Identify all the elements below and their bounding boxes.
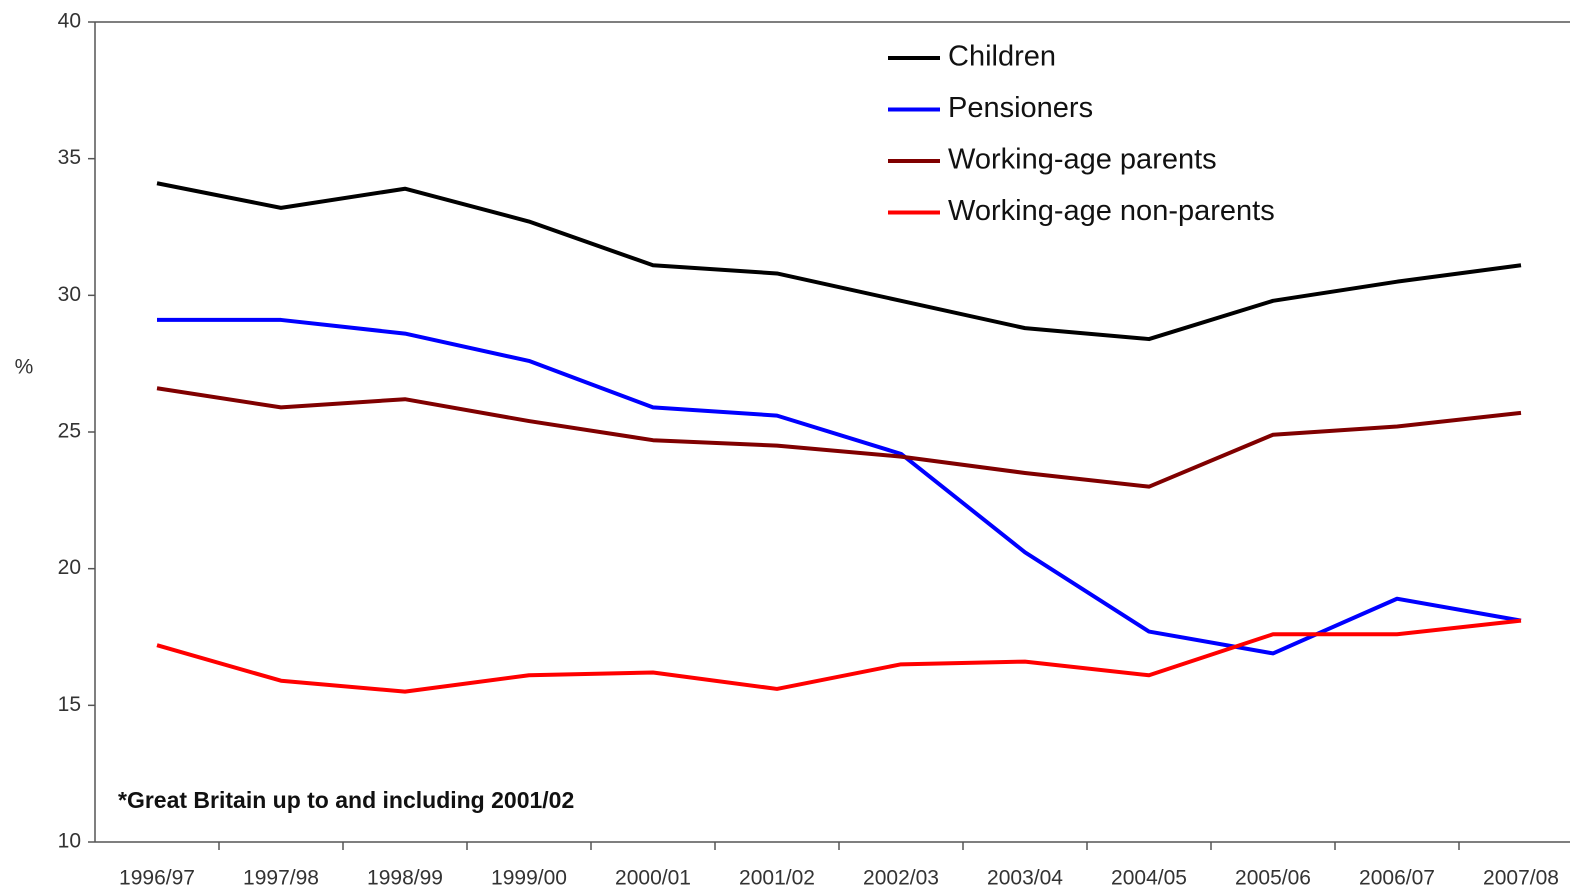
series-line [157, 317, 1522, 656]
y-tick-label: 15 [58, 693, 81, 716]
x-tick-label: 2004/05 [1111, 867, 1187, 890]
series-line [156, 386, 1522, 489]
y-tick-label: 10 [58, 830, 81, 853]
legend-label: Working-age parents [948, 144, 1217, 176]
legend-label: Children [948, 41, 1056, 73]
x-tick-label: 1996/97 [119, 867, 195, 890]
x-tick-label: 1998/99 [367, 867, 443, 890]
x-tick-label: 2003/04 [987, 867, 1063, 890]
x-tick-label: 2005/06 [1235, 867, 1311, 890]
series-line [156, 181, 1522, 342]
legend-label: Working-age non-parents [948, 195, 1275, 227]
x-tick-label: 2007/08 [1483, 867, 1559, 890]
y-tick-label: 25 [58, 420, 81, 443]
x-tick-label: 1999/00 [491, 867, 567, 890]
y-tick-label: 20 [58, 556, 81, 579]
x-tick-label: 2002/03 [863, 867, 939, 890]
legend-label: Pensioners [948, 92, 1093, 124]
y-axis-label: % [15, 356, 34, 379]
y-tick-label: 40 [58, 10, 81, 33]
series-line [156, 618, 1522, 694]
annotation: *Great Britain up to and including 2001/… [118, 787, 574, 813]
y-tick-label: 30 [58, 283, 81, 306]
x-tick-label: 2006/07 [1359, 867, 1435, 890]
x-tick-label: 2001/02 [739, 867, 815, 890]
x-tick-label: 1997/98 [243, 867, 319, 890]
y-tick-label: 35 [58, 146, 81, 169]
x-tick-label: 2000/01 [615, 867, 691, 890]
